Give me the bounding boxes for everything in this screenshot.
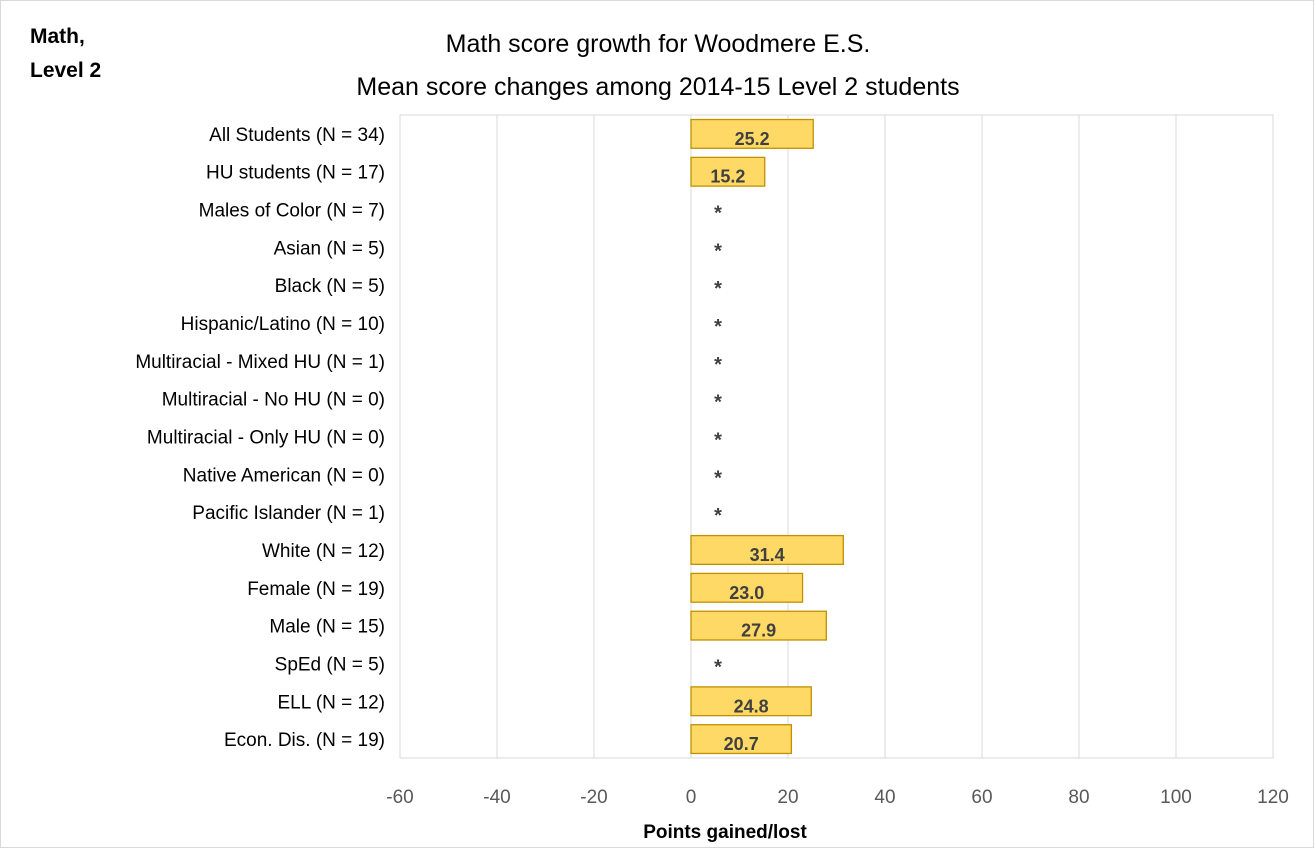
corner-label: Math, Level 2 bbox=[30, 20, 101, 88]
bar bbox=[690, 610, 827, 641]
x-axis-title: Points gained/lost bbox=[643, 822, 807, 843]
category-label: Males of Color (N = 7) bbox=[199, 201, 385, 222]
bar bbox=[690, 534, 844, 565]
category-label: Black (N = 5) bbox=[275, 276, 385, 297]
x-tick-label: 80 bbox=[1068, 787, 1089, 808]
x-tick-label: 40 bbox=[874, 787, 895, 808]
suppressed-marker: * bbox=[714, 656, 722, 678]
chart-title: Math score growth for Woodmere E.S. bbox=[445, 30, 871, 58]
data-label: 20.7 bbox=[724, 734, 759, 754]
category-label: Econ. Dis. (N = 19) bbox=[224, 730, 385, 751]
bar bbox=[690, 156, 766, 187]
suppressed-marker: * bbox=[714, 316, 722, 338]
category-label: Multiracial - Mixed HU (N = 1) bbox=[135, 352, 385, 373]
category-label: Native American (N = 0) bbox=[183, 465, 385, 486]
suppressed-marker: * bbox=[714, 278, 722, 300]
bar bbox=[690, 686, 812, 717]
suppressed-marker: * bbox=[714, 505, 722, 527]
data-label: 15.2 bbox=[710, 167, 745, 187]
x-tick-label: 20 bbox=[777, 787, 798, 808]
category-label: Pacific Islander (N = 1) bbox=[192, 503, 385, 524]
data-label: 27.9 bbox=[741, 621, 776, 641]
category-label: Asian (N = 5) bbox=[274, 238, 385, 259]
category-label: SpEd (N = 5) bbox=[275, 654, 385, 675]
category-label: Multiracial - Only HU (N = 0) bbox=[147, 428, 385, 449]
suppressed-marker: * bbox=[714, 240, 722, 262]
x-tick-label: 100 bbox=[1160, 787, 1192, 808]
chart-subtitle: Mean score changes among 2014-15 Level 2… bbox=[356, 73, 960, 101]
suppressed-marker: * bbox=[714, 203, 722, 225]
corner-label-line-1: Math, bbox=[30, 25, 85, 48]
x-tick-label: 120 bbox=[1257, 787, 1289, 808]
suppressed-marker: * bbox=[714, 392, 722, 414]
data-label: 24.8 bbox=[734, 696, 769, 716]
category-label: Female (N = 19) bbox=[247, 579, 385, 600]
plot-area bbox=[399, 114, 1274, 759]
x-tick-label: -60 bbox=[386, 787, 413, 808]
data-label: 23.0 bbox=[729, 583, 764, 603]
category-label: HU students (N = 17) bbox=[206, 163, 385, 184]
bar bbox=[690, 572, 804, 603]
x-tick-label: 60 bbox=[971, 787, 992, 808]
bar bbox=[690, 118, 814, 149]
corner-label-line-2: Level 2 bbox=[30, 59, 102, 82]
x-tick-label: -40 bbox=[483, 787, 510, 808]
suppressed-marker: * bbox=[714, 354, 722, 376]
category-label: ELL (N = 12) bbox=[277, 692, 385, 713]
suppressed-marker: * bbox=[714, 430, 722, 452]
category-label: White (N = 12) bbox=[262, 541, 385, 562]
x-tick-label: 0 bbox=[686, 787, 697, 808]
category-label: Hispanic/Latino (N = 10) bbox=[181, 314, 385, 335]
category-label: Multiracial - No HU (N = 0) bbox=[162, 390, 385, 411]
x-tick-label: -20 bbox=[580, 787, 607, 808]
data-label: 25.2 bbox=[735, 129, 770, 149]
bar bbox=[690, 724, 793, 755]
category-label: Male (N = 15) bbox=[269, 617, 385, 638]
category-label: All Students (N = 34) bbox=[209, 125, 385, 146]
suppressed-marker: * bbox=[714, 467, 722, 489]
data-label: 31.4 bbox=[750, 545, 785, 565]
